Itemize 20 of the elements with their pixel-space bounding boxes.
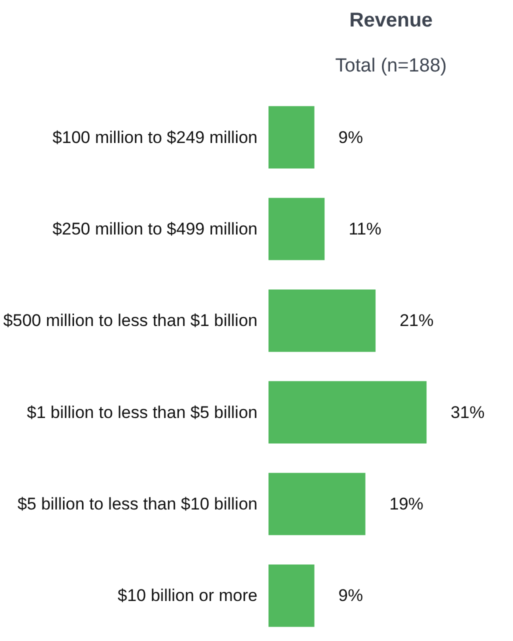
y-tick-label: $250 million to $499 million	[52, 220, 258, 238]
bar	[268, 381, 427, 444]
data-label: 21%	[400, 311, 434, 330]
bar	[268, 472, 366, 536]
data-label: 31%	[450, 402, 485, 422]
bar	[268, 564, 314, 627]
data-label: 19%	[389, 494, 424, 514]
bar	[268, 106, 314, 168]
y-tick-label: $5 billion to less than $10 billion	[17, 494, 258, 514]
y-tick-label: $100 million to $249 million	[52, 128, 258, 147]
data-label: 9%	[338, 586, 363, 606]
data-label: 9%	[338, 128, 363, 147]
bar	[268, 198, 325, 260]
y-tick-label: $10 billion or more	[118, 586, 258, 606]
data-label: 11%	[348, 220, 382, 238]
bar	[268, 290, 376, 352]
chart-title: Revenue	[349, 10, 433, 32]
y-tick-label: $1 billion to less than $5 billion	[26, 402, 258, 422]
y-tick-label: $500 million to less than $1 billion	[3, 311, 258, 330]
chart-subtitle: Total (n=188)	[335, 56, 447, 76]
